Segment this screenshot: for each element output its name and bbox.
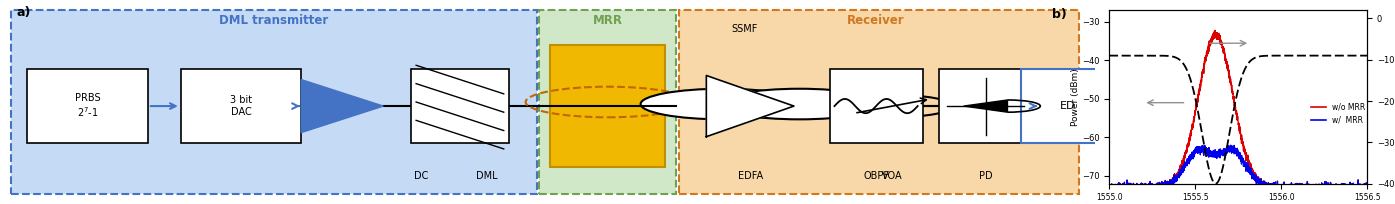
Text: DML: DML [477,171,498,181]
Text: Receiver: Receiver [847,14,905,27]
Text: 3 bit
DAC: 3 bit DAC [230,95,252,117]
FancyBboxPatch shape [830,69,922,143]
Text: DML transmitter: DML transmitter [219,14,328,27]
FancyBboxPatch shape [550,45,665,167]
Text: SSMF: SSMF [731,24,757,34]
Polygon shape [964,100,1007,112]
Y-axis label: Power (dBm): Power (dBm) [1071,68,1080,126]
Polygon shape [301,80,384,133]
Text: VOA: VOA [882,171,903,181]
Text: PRBS
$2^7$-1: PRBS $2^7$-1 [75,93,100,119]
Circle shape [640,89,805,119]
Text: EDFA: EDFA [738,171,763,181]
Text: a): a) [17,6,31,19]
Circle shape [717,89,882,119]
Legend: w/o MRR, w/  MRR: w/o MRR, w/ MRR [1307,100,1368,128]
Text: OBPF: OBPF [864,171,889,181]
FancyBboxPatch shape [939,69,1032,143]
FancyBboxPatch shape [28,69,148,143]
FancyBboxPatch shape [679,10,1078,194]
FancyBboxPatch shape [410,69,509,143]
Text: MRR: MRR [593,14,622,27]
Text: ED: ED [1060,101,1076,111]
Text: DC: DC [414,171,428,181]
FancyBboxPatch shape [181,69,301,143]
FancyBboxPatch shape [538,10,675,194]
FancyBboxPatch shape [1021,69,1115,143]
Text: PD: PD [979,171,992,181]
Text: b): b) [1052,9,1067,21]
FancyBboxPatch shape [11,10,537,194]
Polygon shape [706,75,794,137]
